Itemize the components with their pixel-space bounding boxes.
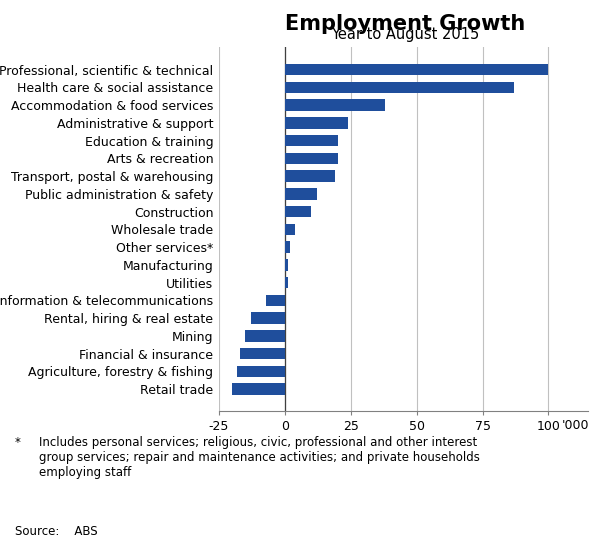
Bar [285,170,335,182]
Text: Source:    ABS: Source: ABS [15,525,98,538]
Bar [285,206,311,217]
Bar [232,383,285,395]
Text: Employment Growth: Employment Growth [285,14,525,34]
Text: *: * [15,436,21,449]
Bar [285,100,385,111]
Bar [285,224,295,235]
Text: Includes personal services; religious, civic, professional and other interest
gr: Includes personal services; religious, c… [39,436,480,479]
Bar [285,135,338,146]
Bar [285,117,348,128]
Bar [285,188,317,200]
Text: '000: '000 [562,419,589,431]
Bar [285,152,338,164]
Bar [285,82,514,93]
Text: Year to August 2015: Year to August 2015 [331,27,479,42]
Bar [285,64,548,76]
Bar [238,366,285,377]
Bar [266,295,285,306]
Bar [285,241,290,253]
Bar [285,259,287,271]
Bar [240,348,285,359]
Bar [285,277,287,289]
Bar [245,330,285,341]
Bar [251,312,285,324]
